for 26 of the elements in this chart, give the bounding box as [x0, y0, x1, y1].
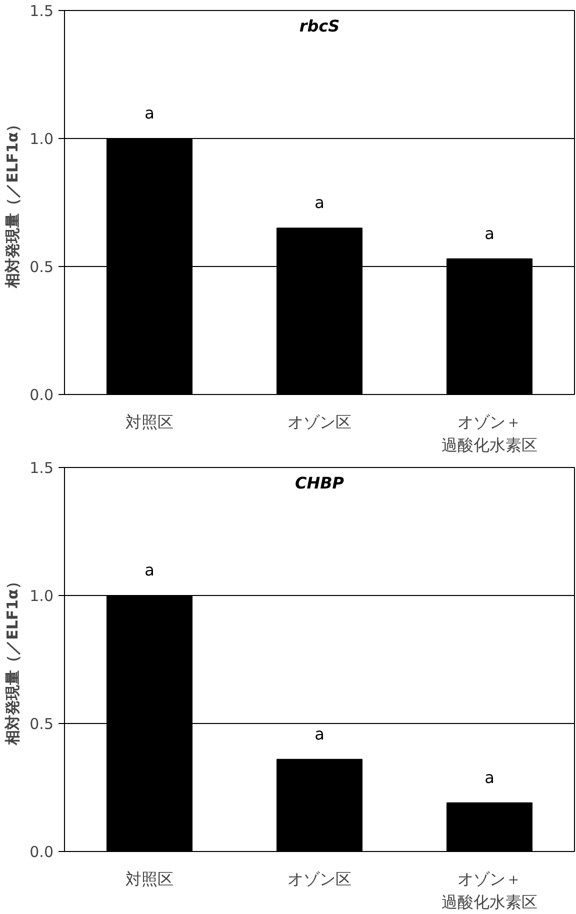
annotation: a: [484, 768, 494, 787]
annotation: a: [314, 724, 324, 744]
y-tick-label: 0.0: [30, 386, 54, 404]
chart-title: rbcS: [299, 16, 340, 36]
y-tick-label: 1.0: [30, 130, 54, 148]
annotation: a: [484, 224, 494, 243]
y-tick-label: 1.5: [30, 2, 54, 20]
x-tick-label: オゾン＋過酸化水素区: [442, 870, 538, 912]
x-tick-label: 対照区: [126, 870, 174, 888]
bar: [446, 802, 532, 852]
y-tick-label: 1.0: [30, 587, 54, 605]
annotation: a: [314, 193, 324, 212]
chart-title: CHBP: [294, 474, 344, 492]
annotation: a: [144, 104, 154, 122]
annotation: a: [144, 560, 154, 580]
y-tick-label: 0.0: [30, 843, 54, 861]
x-tick-label: オゾン区: [288, 412, 352, 432]
y-tick-label: 0.5: [30, 258, 54, 276]
y-tick-label: 1.5: [30, 459, 54, 477]
x-tick-label: オゾン＋過酸化水素区: [442, 412, 538, 454]
x-tick-label: オゾン区: [288, 870, 352, 888]
y-axis-title: 相対発現量（／ELF1α）: [4, 117, 22, 289]
y-axis-title: 相対発現量（／ELF1α）: [4, 574, 22, 746]
x-tick-label: 対照区: [126, 412, 174, 432]
y-tick-label: 0.5: [30, 715, 54, 733]
bar: [276, 758, 362, 852]
